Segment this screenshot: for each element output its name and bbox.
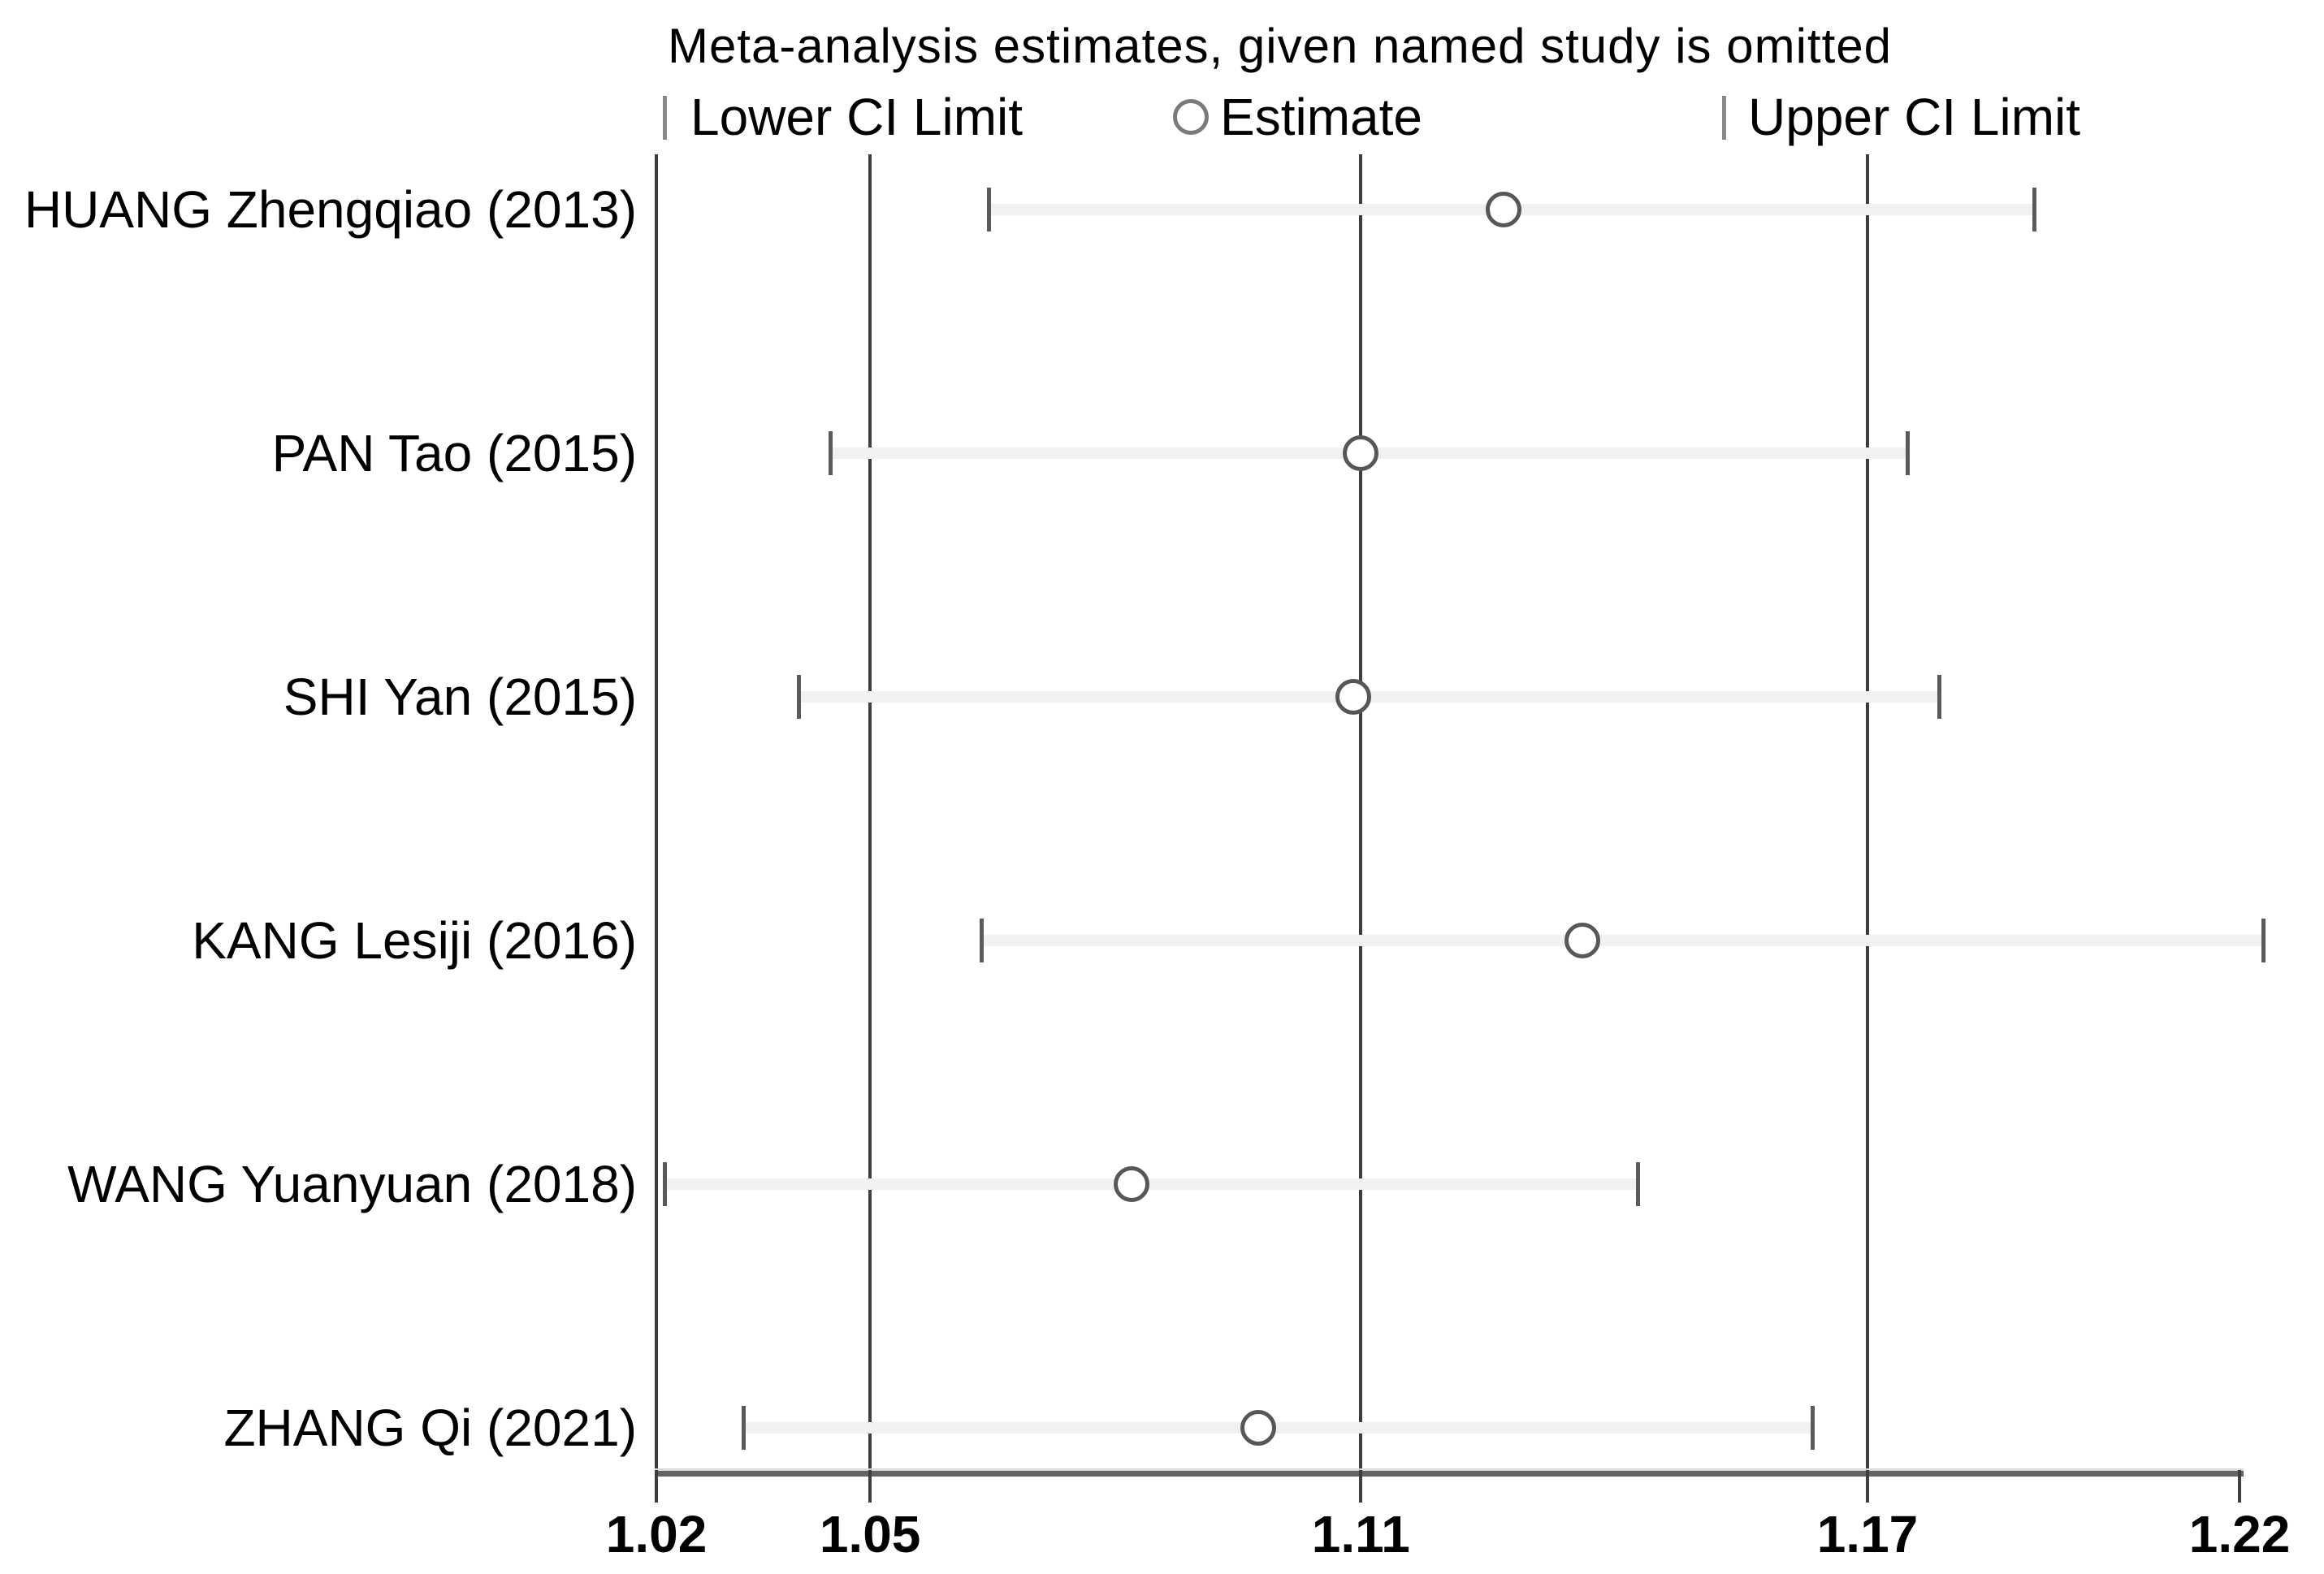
study-label: HUANG Zhengqiao (2013) [24,180,637,239]
upper-ci-marker [1937,675,1941,719]
study-label: SHI Yan (2015) [283,668,637,726]
lower-ci-marker [662,1162,667,1206]
study-label-column: HUANG Zhengqiao (2013) PAN Tao (2015) SHI … [0,0,642,1574]
upper-ci-marker [2032,188,2036,231]
x-axis-tick [868,1470,872,1503]
lower-ci-tick-icon [663,96,667,140]
x-axis-tick [1359,1470,1363,1503]
x-axis-tick-label: 1.05 [819,1505,921,1563]
study-label: ZHANG Qi (2021) [223,1399,637,1457]
lower-ci-marker [742,1406,747,1450]
estimate-marker [1485,192,1521,227]
lower-ci-marker [829,431,833,475]
lower-ci-marker [987,188,992,231]
legend-upper-label: Upper CI Limit [1748,88,2080,146]
x-axis-tick [2238,1470,2241,1503]
gridline [868,154,872,1470]
study-label: PAN Tao (2015) [271,424,637,482]
x-axis-tick-label: 1.22 [2188,1505,2291,1563]
x-axis-tick-label: 1.02 [605,1505,708,1563]
plot-area [655,154,2266,1470]
ci-line [664,1178,1638,1190]
estimate-circle-icon [1173,99,1209,135]
x-axis-tick [1865,1470,1869,1503]
legend-lower-label: Lower CI Limit [690,88,1023,146]
study-label: KANG Lesiji (2016) [192,911,637,970]
lower-ci-marker [979,919,984,962]
x-axis-tick-label: 1.11 [1311,1505,1410,1563]
gridline [655,154,658,1470]
upper-ci-marker [1905,431,1910,475]
upper-ci-marker [2261,919,2266,962]
estimate-marker [1240,1410,1276,1446]
lower-ci-marker [797,675,802,719]
ci-line [980,935,2264,946]
study-label: WANG Yuanyuan (2018) [67,1155,637,1213]
estimate-marker [1564,923,1601,958]
x-axis-line [655,1468,2244,1477]
upper-ci-marker [1810,1406,1815,1450]
x-axis-tick [655,1470,658,1503]
estimate-marker [1113,1166,1149,1202]
upper-ci-tick-icon [1722,96,1726,140]
chart-title: Meta-analysis estimates, given named stu… [668,19,1892,73]
gridline [1865,154,1869,1470]
ci-line [743,1422,1812,1433]
estimate-marker [1343,435,1379,471]
x-axis-tick-label: 1.17 [1816,1505,1919,1563]
gridline [1359,154,1363,1470]
upper-ci-marker [1636,1162,1641,1206]
legend-estimate-label: Estimate [1220,88,1422,146]
estimate-marker [1335,679,1371,715]
